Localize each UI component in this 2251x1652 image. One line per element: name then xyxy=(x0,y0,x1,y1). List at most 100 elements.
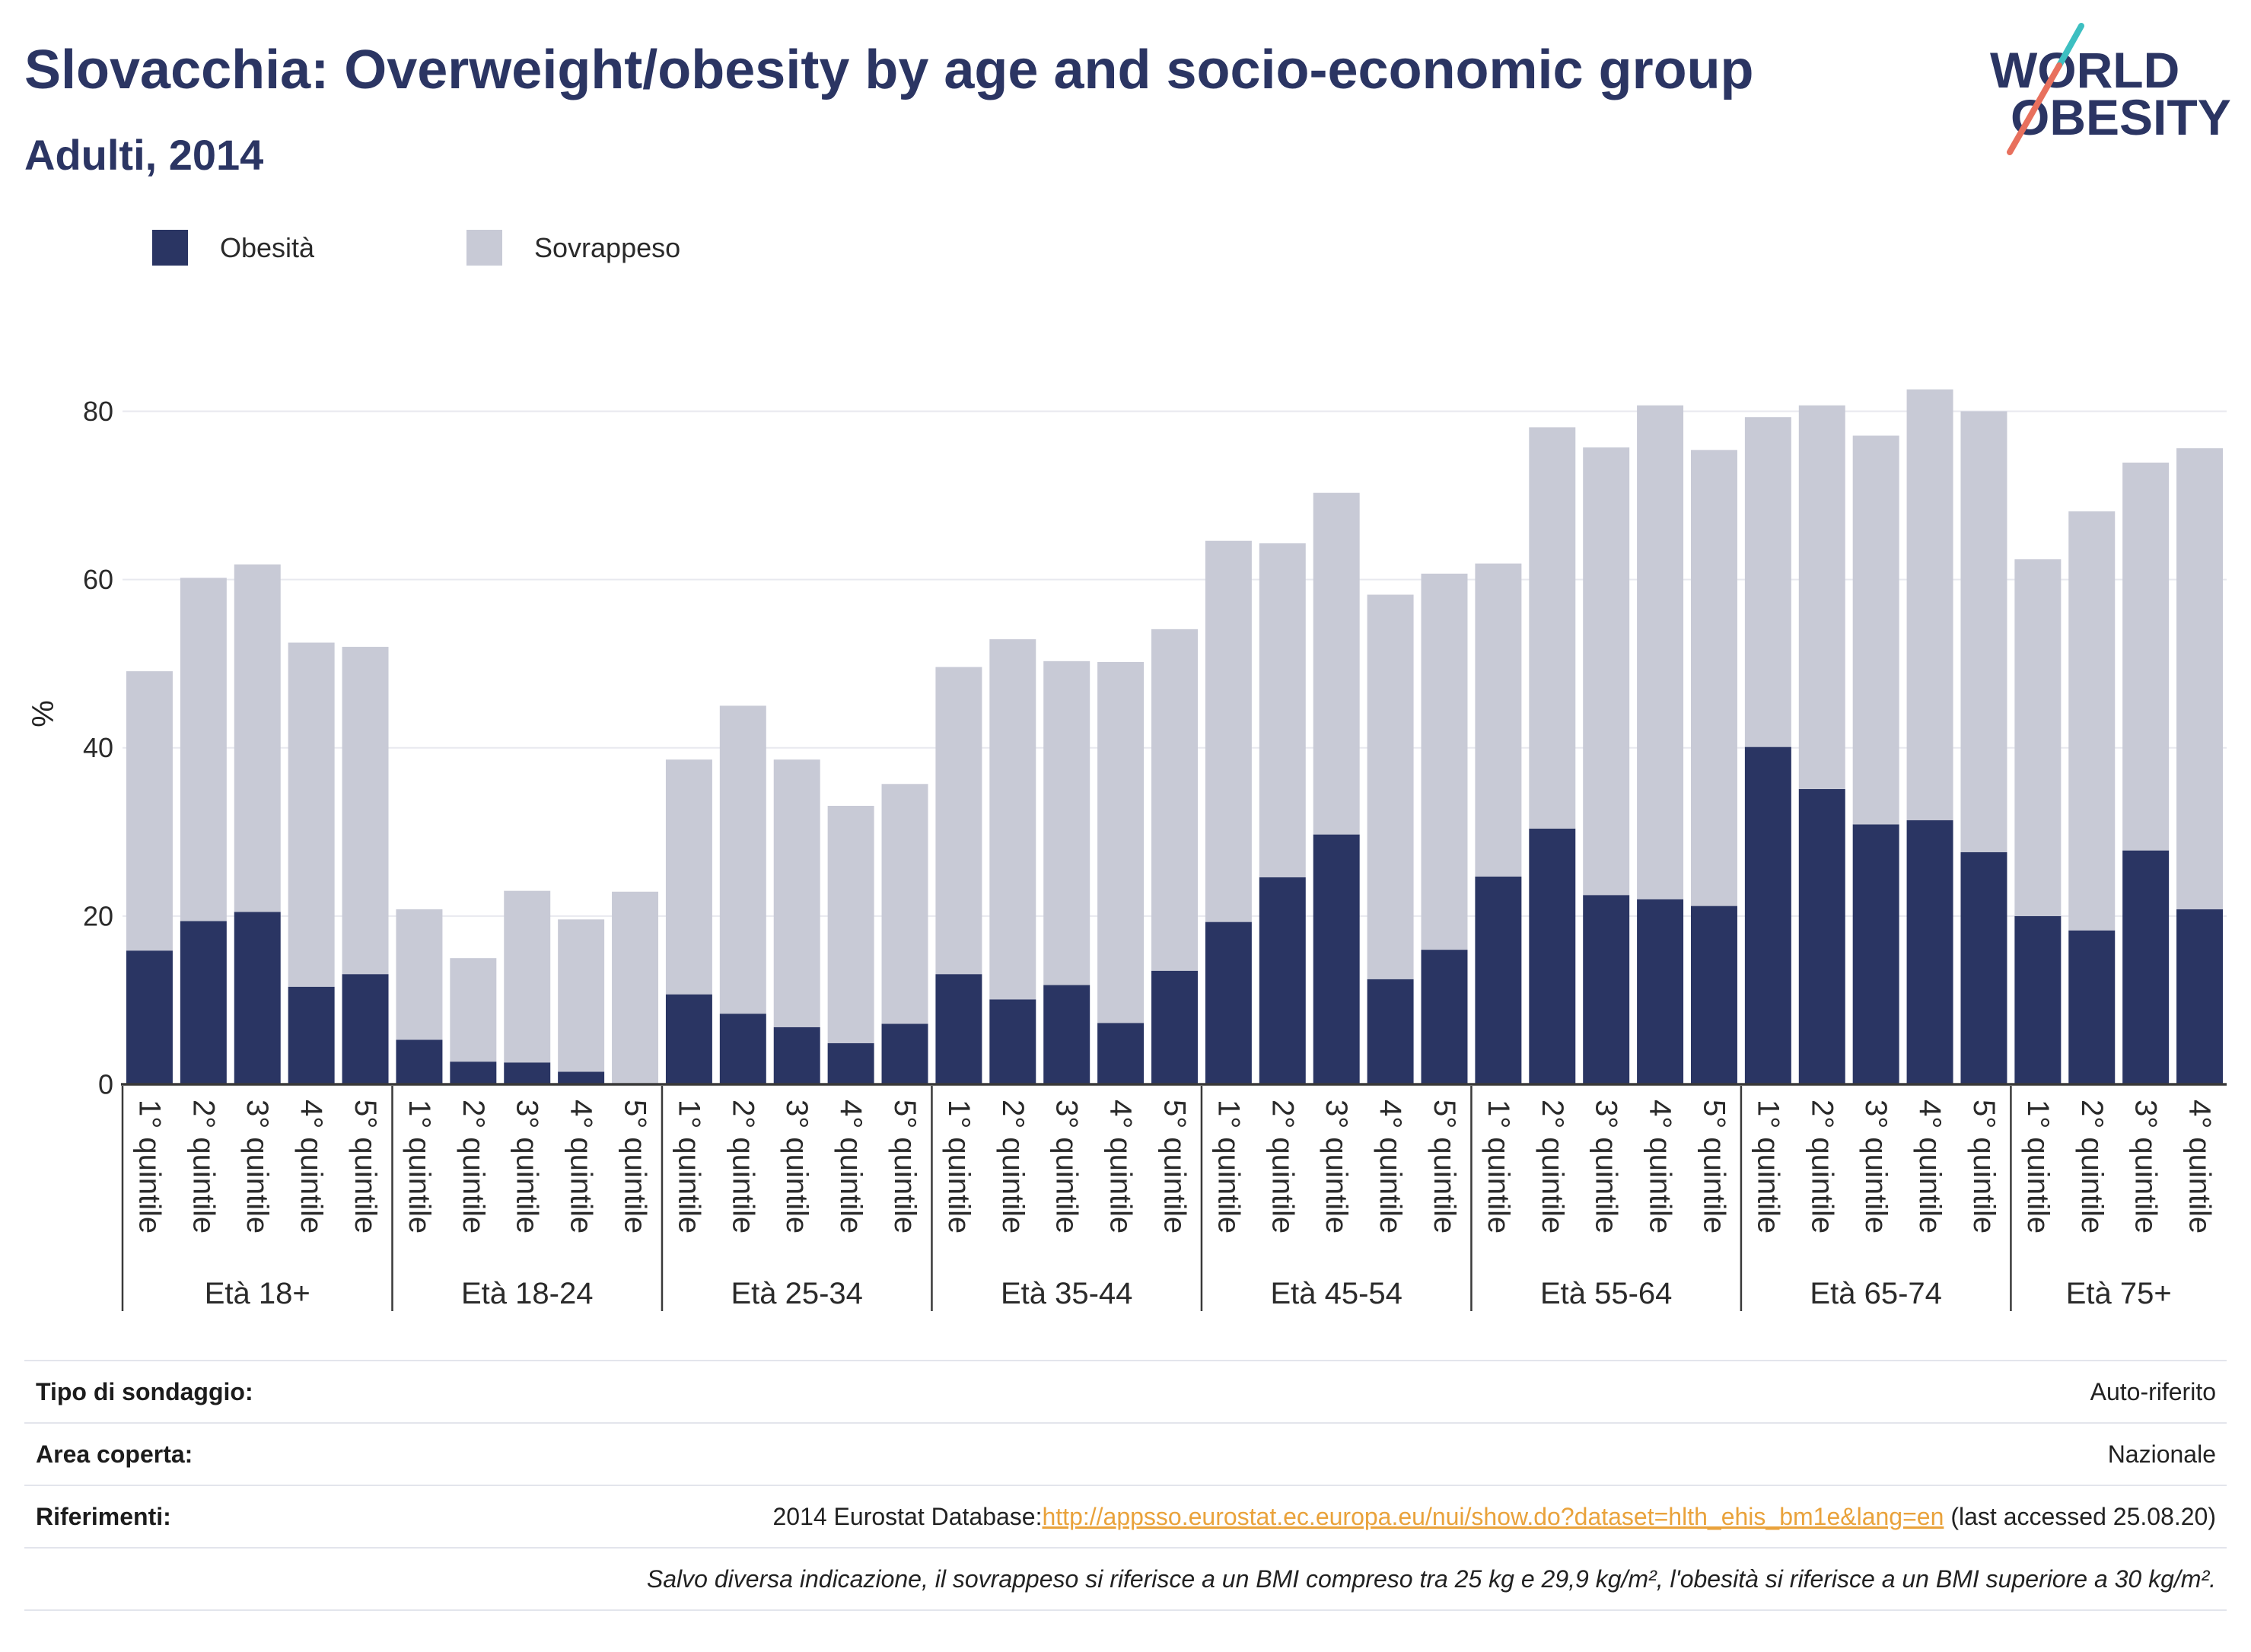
group-label: Età 35-44 xyxy=(1001,1277,1132,1310)
x-tick-label: 2° quintile xyxy=(1805,1100,1839,1233)
bar-sovrappeso xyxy=(989,639,1036,1000)
bar-obesita xyxy=(2176,909,2224,1084)
bar-obesita xyxy=(1367,979,1414,1084)
legend-label-sovrappeso: Sovrappeso xyxy=(534,231,681,263)
x-tick-label: 4° quintile xyxy=(565,1100,598,1233)
bar-sovrappeso xyxy=(234,564,281,912)
references-label: Riferimenti: xyxy=(36,1502,171,1530)
bar-sovrappeso xyxy=(504,890,551,1063)
bar-obesita xyxy=(1852,824,1899,1084)
references-row: Riferimenti: 2014 Eurostat Database:http… xyxy=(24,1485,2227,1547)
x-tick-label: 2° quintile xyxy=(726,1100,759,1233)
bar-obesita xyxy=(1906,820,1953,1084)
references-value: 2014 Eurostat Database:http://appsso.eur… xyxy=(772,1503,2216,1531)
bar-sovrappeso xyxy=(1798,405,1845,789)
bar-obesita xyxy=(342,974,389,1084)
bar-obesita xyxy=(1205,921,1252,1084)
bar-sovrappeso xyxy=(665,759,712,995)
bar-sovrappeso xyxy=(1043,660,1090,985)
bar-obesita xyxy=(234,912,281,1084)
x-tick-label: 2° quintile xyxy=(996,1100,1030,1233)
bar-obesita xyxy=(1583,895,1630,1084)
legend-item-sovrappeso[interactable]: Sovrappeso xyxy=(466,230,680,266)
stacked-bar-chart: 0 20 40 60 80 1° quintile 2° quintile 3° quinti… xyxy=(27,389,2227,1311)
bar-obesita xyxy=(126,950,173,1084)
bar-sovrappeso xyxy=(1475,563,1522,877)
bar-obesita xyxy=(396,1039,443,1084)
y-tick-label: 20 xyxy=(83,900,113,931)
bar-obesita xyxy=(1259,877,1306,1084)
bar-obesita xyxy=(719,1014,766,1084)
bar-sovrappeso xyxy=(1583,447,1630,896)
x-tick-label: 2° quintile xyxy=(1266,1100,1299,1233)
chart-subtitle: Adulti, 2014 xyxy=(24,131,264,179)
x-tick-label: 5° quintile xyxy=(1428,1100,1461,1233)
bar-obesita xyxy=(881,1023,928,1084)
x-tick-label: 5° quintile xyxy=(888,1100,922,1233)
definition-note-row: Salvo diversa indicazione, il sovrappeso… xyxy=(24,1547,2227,1611)
y-tick-label: 0 xyxy=(98,1069,113,1100)
bar-obesita xyxy=(1960,851,2007,1084)
bar-obesita xyxy=(665,994,712,1084)
bar-sovrappeso xyxy=(1367,594,1414,979)
group-label: Età 55-64 xyxy=(1540,1277,1672,1310)
x-tick-label: 3° quintile xyxy=(1590,1100,1623,1233)
bar-sovrappeso xyxy=(1421,573,1468,950)
x-tick-label: 1° quintile xyxy=(2021,1100,2055,1233)
bar-sovrappeso xyxy=(342,647,389,975)
bar-sovrappeso xyxy=(1259,543,1306,878)
bar-obesita xyxy=(2122,850,2170,1084)
bar-obesita xyxy=(2068,930,2116,1084)
bar-obesita xyxy=(180,921,227,1084)
x-tick-label: 1° quintile xyxy=(1211,1100,1245,1233)
logo-slash-coral xyxy=(2007,62,2062,155)
x-tick-label: 3° quintile xyxy=(1859,1100,1893,1233)
bar-sovrappeso xyxy=(1906,389,1953,820)
group-label: Età 18-24 xyxy=(461,1277,593,1310)
legend-swatch-obesita xyxy=(152,230,188,266)
x-tick-label: 5° quintile xyxy=(349,1100,382,1233)
bar-obesita xyxy=(935,974,982,1084)
bar-sovrappeso xyxy=(1529,427,1576,829)
bar-sovrappeso xyxy=(1637,405,1684,899)
bar-sovrappeso xyxy=(1960,411,2007,852)
bar-sovrappeso xyxy=(773,759,820,1027)
bar-obesita xyxy=(450,1062,497,1084)
x-tick-label: 4° quintile xyxy=(1644,1100,1677,1233)
group-label: Età 18+ xyxy=(205,1277,310,1310)
bar-obesita xyxy=(1097,1023,1145,1084)
x-tick-label: 5° quintile xyxy=(1158,1100,1192,1233)
bar-sovrappeso xyxy=(1097,661,1145,1023)
logo-text-obesity: OBESITY xyxy=(2011,89,2231,145)
bar-sovrappeso xyxy=(827,806,874,1043)
bar-sovrappeso xyxy=(612,891,659,1084)
x-tick-label: 3° quintile xyxy=(780,1100,813,1233)
bar-sovrappeso xyxy=(2176,448,2224,910)
logo-text-world: WORLD xyxy=(1990,42,2179,98)
bar-sovrappeso xyxy=(1205,540,1252,922)
x-tick-label: 3° quintile xyxy=(2129,1100,2163,1233)
bar-obesita xyxy=(1690,906,1737,1084)
bar-sovrappeso xyxy=(450,958,497,1062)
info-table: Tipo di sondaggio: Auto-riferito Area co… xyxy=(24,1360,2227,1611)
bar-sovrappeso xyxy=(2014,559,2062,916)
bar-obesita xyxy=(1529,828,1576,1084)
bar-sovrappeso xyxy=(935,667,982,975)
bar-sovrappeso xyxy=(2068,511,2116,931)
axes: 0 20 40 60 80 1° quintile 2° quintile 3° quinti… xyxy=(83,396,2227,1311)
bar-obesita xyxy=(288,986,335,1084)
x-tick-label: 4° quintile xyxy=(2183,1100,2217,1233)
x-tick-label: 5° quintile xyxy=(619,1100,652,1233)
bar-obesita xyxy=(1475,876,1522,1084)
bar-sovrappeso xyxy=(396,909,443,1040)
x-tick-label: 2° quintile xyxy=(457,1100,490,1233)
coverage-area-row: Area coperta: Nazionale xyxy=(24,1422,2227,1485)
group-label: Età 75+ xyxy=(2066,1277,2172,1310)
bar-obesita xyxy=(1798,788,1845,1084)
x-tick-label: 4° quintile xyxy=(1374,1100,1407,1233)
bar-obesita xyxy=(989,999,1036,1084)
eurostat-link[interactable]: http://appsso.eurostat.ec.europa.eu/nui/… xyxy=(1042,1502,1944,1530)
legend-item-obesita[interactable]: Obesità xyxy=(152,230,314,266)
coverage-area-value: Nazionale xyxy=(2107,1440,2216,1468)
